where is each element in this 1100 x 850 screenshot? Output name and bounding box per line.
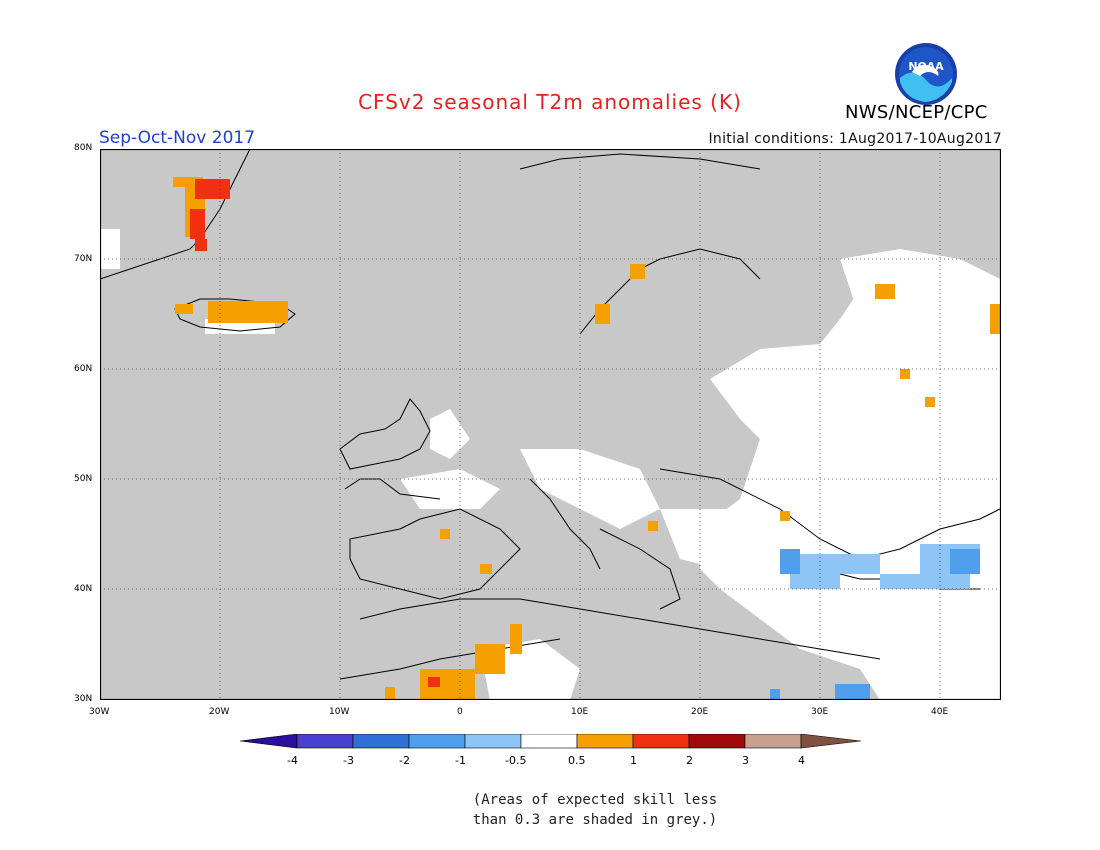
colorbar-label: -0.5: [505, 754, 527, 767]
colorbar-segment: [464, 734, 522, 749]
colorbar-label: 4: [798, 754, 805, 767]
lat-label-70n: 70N: [74, 254, 93, 264]
warm-anomaly-cells: [173, 177, 1001, 700]
colorbar-label: 3: [742, 754, 749, 767]
near-normal-areas: [100, 229, 1000, 700]
anomaly-map: [100, 149, 1001, 700]
agency-name: NWS/NCEP/CPC: [845, 102, 988, 123]
lon-label-10w: 10W: [329, 707, 350, 717]
lon-label-20w: 20W: [209, 707, 230, 717]
lat-label-40n: 40N: [74, 584, 93, 594]
skill-footnote-line2: than 0.3 are shaded in grey.): [472, 812, 718, 828]
lat-label-80n: 80N: [74, 143, 93, 153]
cool-anomaly-cells: [770, 544, 980, 700]
colorbar-segment: [296, 734, 354, 749]
colorbar-segment: [688, 734, 746, 749]
coastlines: [100, 149, 1001, 680]
lon-label-30e: 30E: [811, 707, 829, 717]
colorbar-label: -1: [455, 754, 466, 767]
colorbar-segment: [576, 734, 634, 749]
lon-label-20e: 20E: [691, 707, 709, 717]
colorbar-label: 2: [686, 754, 693, 767]
colorbar-label: -2: [399, 754, 410, 767]
lat-label-50n: 50N: [74, 474, 93, 484]
colorbar-segment: [408, 734, 466, 749]
noaa-logo-icon: NOAA: [895, 43, 957, 105]
forecast-period: Sep-Oct-Nov 2017: [99, 128, 256, 148]
colorbar-label: -3: [343, 754, 354, 767]
map-title: CFSv2 seasonal T2m anomalies (K): [358, 90, 742, 114]
colorbar-label: 1: [630, 754, 637, 767]
lon-label-10e: 10E: [571, 707, 589, 717]
skill-footnote-line1: (Areas of expected skill less: [472, 792, 718, 808]
lon-label-40e: 40E: [931, 707, 949, 717]
colorbar-segment: [352, 734, 410, 749]
colorbar-segment-lt-minus4: [240, 734, 298, 749]
lat-label-60n: 60N: [74, 364, 93, 374]
colorbar-label: -4: [287, 754, 298, 767]
skill-footnote: (Areas of expected skill less than 0.3 a…: [0, 790, 1100, 830]
initial-conditions: Initial conditions: 1Aug2017-10Aug2017: [708, 131, 1002, 147]
lon-label-0: 0: [457, 707, 463, 717]
colorbar-segment: [520, 734, 578, 749]
lat-label-30n: 30N: [74, 694, 93, 704]
colorbar: [240, 734, 862, 749]
lon-label-30w: 30W: [89, 707, 110, 717]
colorbar-label: 0.5: [568, 754, 586, 767]
map-frame: [100, 149, 1001, 700]
colorbar-segment: [632, 734, 690, 749]
colorbar-segment: [744, 734, 802, 749]
svg-text:NOAA: NOAA: [908, 60, 944, 73]
colorbar-segment-gt-4: [800, 734, 862, 749]
